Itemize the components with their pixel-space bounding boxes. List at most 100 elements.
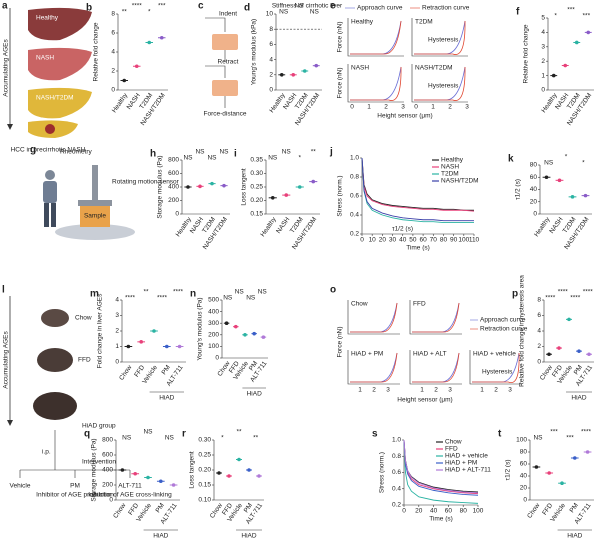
x-tick-label: Chow	[112, 502, 127, 520]
mean-dot	[297, 185, 302, 189]
group-label: HiAD	[247, 391, 262, 398]
x-tick-label: 60	[419, 237, 427, 244]
mean-dot	[210, 181, 214, 186]
arm-note: Inhibitor of AGE production	[36, 492, 114, 499]
axis-line	[265, 160, 320, 215]
significance-label: NS	[258, 289, 268, 296]
series-line	[361, 157, 474, 211]
mean-dot	[585, 450, 590, 454]
significance-label: NS	[294, 3, 304, 10]
y-tick-label: 8	[111, 11, 115, 18]
mean-dot	[126, 344, 131, 349]
significance-label: NS	[122, 435, 132, 442]
x-tick-label: 80	[440, 237, 448, 244]
y-tick-label: 60	[520, 461, 528, 468]
mean-dot	[198, 184, 202, 189]
y-label: Force (nN)	[337, 326, 344, 357]
series-line	[403, 439, 479, 494]
legend-label: HiAD + PM	[445, 460, 477, 467]
mean-dot	[237, 457, 241, 462]
y-tick-label: 0.4	[392, 485, 401, 492]
y-tick-label: 0	[533, 211, 537, 218]
mean-dot	[134, 64, 139, 69]
x-axis-label: Time (s)	[429, 516, 453, 523]
significance-label: NS	[279, 9, 289, 16]
x-tick-label: PM	[243, 502, 254, 514]
reference-label: Stiffness of cirrhotic liver	[272, 3, 343, 10]
y-label: Force (nN)	[337, 67, 344, 98]
legend-label: Approach curve	[357, 5, 403, 12]
mini-title: NASH	[351, 65, 369, 72]
axis-line	[221, 300, 268, 359]
y-axis-label: τ1/2 (s)	[505, 460, 512, 481]
significance-label: *	[298, 155, 301, 162]
panel-label: m	[90, 289, 99, 300]
y-tick-label: 80	[520, 449, 528, 456]
y-tick-label: 2	[269, 72, 273, 79]
y-tick-label: 6	[269, 41, 273, 48]
step-label: Indent	[219, 11, 237, 18]
mean-dot	[159, 479, 163, 484]
y-tick-label: 2	[111, 68, 115, 75]
series-line	[403, 439, 479, 496]
mean-dot	[563, 63, 568, 68]
tick-label: 1	[480, 387, 484, 394]
significance-label: ***	[583, 13, 591, 20]
mini-title: T2DM	[415, 19, 433, 26]
significance-label: ***	[567, 7, 575, 14]
y-tick-label: 0.15	[250, 211, 263, 218]
y-tick-label: 0.15	[198, 482, 211, 489]
legend-label: HiAD + ALT-711	[445, 467, 491, 474]
mean-dot	[577, 349, 581, 353]
mini-title: NASH/T2DM	[415, 65, 453, 72]
mean-dot	[567, 317, 571, 322]
mean-dot	[557, 346, 561, 350]
x-tick-label: 30	[389, 237, 397, 244]
significance-label: ***	[158, 3, 166, 10]
mean-dot	[279, 73, 284, 77]
tick-label: 1	[358, 387, 362, 394]
axis-line	[213, 440, 264, 501]
mean-dot	[314, 63, 319, 68]
y-tick-label: 100	[208, 343, 219, 350]
y-tick-label: 0	[269, 87, 273, 94]
mean-dot	[257, 474, 261, 478]
side-label: Accumulating AGEs	[3, 331, 10, 389]
y-tick-label: 0.6	[392, 469, 401, 476]
y-tick-label: 1.0	[350, 155, 359, 162]
y-tick-label: 200	[208, 332, 219, 339]
approach-curve	[350, 66, 402, 101]
significance-label: NS	[544, 160, 554, 167]
y-tick-label: 0	[541, 87, 545, 94]
y-tick-label: 6	[537, 312, 541, 319]
tick-label: 2	[448, 104, 452, 111]
x-tick-label: 0	[360, 237, 364, 244]
group-label: FFD	[78, 357, 91, 364]
y-tick-label: 100	[516, 437, 527, 444]
arm-label: ALT-711	[118, 483, 142, 490]
y-tick-label: 0	[215, 355, 219, 362]
y-tick-label: 1	[115, 343, 119, 350]
step-label: Retract	[218, 59, 239, 66]
y-axis-label: Loss tangent	[241, 168, 248, 205]
x-tick-label: 40	[430, 508, 438, 515]
y-tick-label: 0.30	[250, 170, 263, 177]
tick-label: 0	[414, 104, 418, 111]
y-tick-label: 4	[541, 29, 545, 36]
significance-label: NS	[282, 149, 292, 156]
panel-label: c	[198, 1, 204, 12]
y-tick-label: 8	[537, 297, 541, 304]
rheometer-schematic	[55, 165, 135, 240]
panel-label: g	[30, 145, 36, 156]
x-tick-label: PM	[248, 360, 259, 372]
mean-dot	[574, 40, 579, 45]
mean-dot	[261, 335, 266, 339]
stage-label: NASH/T2DM	[36, 95, 74, 102]
panel-label: r	[182, 429, 186, 440]
significance-label: NS	[143, 429, 153, 436]
mini-title: HiAD + PM	[351, 351, 383, 358]
significance-label: NS	[165, 435, 175, 442]
group-label: HiAD	[153, 533, 168, 540]
y-tick-label: 20	[530, 198, 538, 205]
